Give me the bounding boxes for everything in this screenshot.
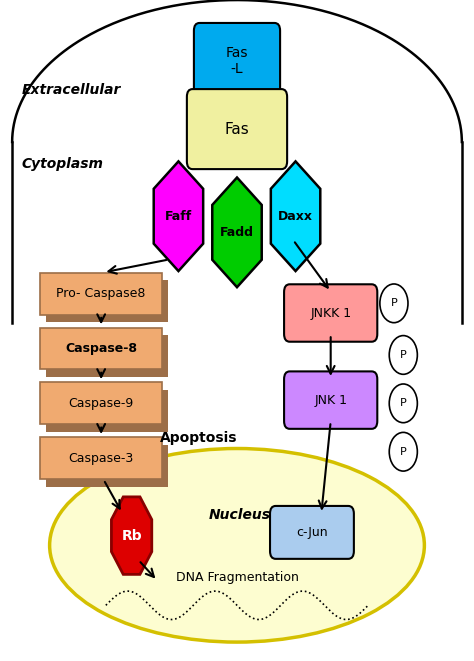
- FancyBboxPatch shape: [284, 284, 377, 342]
- Polygon shape: [111, 497, 152, 574]
- FancyBboxPatch shape: [46, 390, 168, 432]
- Text: Caspase-3: Caspase-3: [69, 451, 134, 465]
- Text: DNA Fragmentation: DNA Fragmentation: [175, 571, 299, 584]
- Polygon shape: [271, 161, 320, 271]
- FancyBboxPatch shape: [46, 445, 168, 487]
- Text: JNKK 1: JNKK 1: [310, 307, 351, 319]
- Text: P: P: [400, 447, 407, 457]
- Text: P: P: [400, 350, 407, 360]
- Text: Rb: Rb: [121, 529, 142, 543]
- FancyBboxPatch shape: [40, 437, 162, 479]
- Ellipse shape: [50, 449, 424, 642]
- Text: Daxx: Daxx: [278, 210, 313, 223]
- FancyBboxPatch shape: [46, 280, 168, 323]
- Circle shape: [380, 284, 408, 323]
- FancyBboxPatch shape: [40, 327, 162, 369]
- FancyBboxPatch shape: [187, 89, 287, 169]
- Text: c-Jun: c-Jun: [296, 526, 328, 539]
- FancyBboxPatch shape: [284, 371, 377, 429]
- FancyBboxPatch shape: [40, 382, 162, 424]
- Text: Pro- Caspase8: Pro- Caspase8: [56, 287, 146, 300]
- Text: Fadd: Fadd: [220, 226, 254, 239]
- FancyBboxPatch shape: [194, 23, 280, 100]
- Text: P: P: [391, 298, 397, 308]
- Circle shape: [389, 432, 417, 471]
- FancyBboxPatch shape: [46, 335, 168, 377]
- FancyBboxPatch shape: [270, 506, 354, 559]
- Text: Caspase-8: Caspase-8: [65, 342, 137, 355]
- Text: Apoptosis: Apoptosis: [160, 431, 237, 445]
- Text: Fas
-L: Fas -L: [226, 46, 248, 77]
- Text: Caspase-9: Caspase-9: [69, 397, 134, 410]
- Circle shape: [389, 384, 417, 422]
- Text: Fas: Fas: [225, 122, 249, 137]
- Polygon shape: [154, 161, 203, 271]
- Text: Cytoplasm: Cytoplasm: [21, 157, 103, 171]
- Polygon shape: [212, 178, 262, 287]
- Text: JNK 1: JNK 1: [314, 393, 347, 407]
- Text: Nucleus: Nucleus: [209, 508, 271, 522]
- Circle shape: [389, 336, 417, 374]
- FancyBboxPatch shape: [40, 273, 162, 315]
- Text: P: P: [400, 399, 407, 408]
- Text: Faff: Faff: [165, 210, 192, 223]
- Text: Extracellular: Extracellular: [21, 83, 121, 97]
